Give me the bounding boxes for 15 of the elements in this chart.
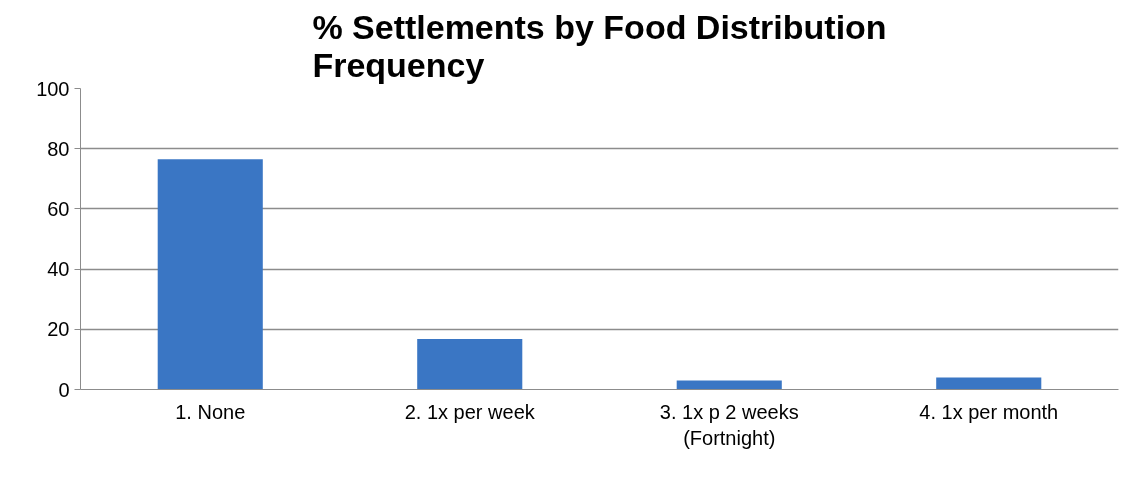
y-tick-label: 0 (58, 378, 70, 401)
y-tick-label: 20 (47, 318, 70, 341)
x-tick-label: 3. 1x p 2 weeks (Fortnight) (659, 400, 799, 449)
y-tick-label: 60 (47, 197, 70, 220)
bar (417, 338, 523, 390)
bar (676, 380, 782, 390)
chart-title: % Settlements by Food Distribution Frequency (312, 7, 887, 84)
bar (157, 159, 263, 390)
bar (936, 377, 1042, 390)
x-tick-label: 1. None (175, 400, 246, 423)
y-tick-label: 40 (47, 258, 70, 281)
y-tick-label: 80 (47, 137, 70, 160)
x-tick-label: 2. 1x per week (404, 400, 536, 423)
y-tick-label: 100 (36, 77, 70, 100)
x-tick-label: 4. 1x per month (919, 400, 1059, 423)
